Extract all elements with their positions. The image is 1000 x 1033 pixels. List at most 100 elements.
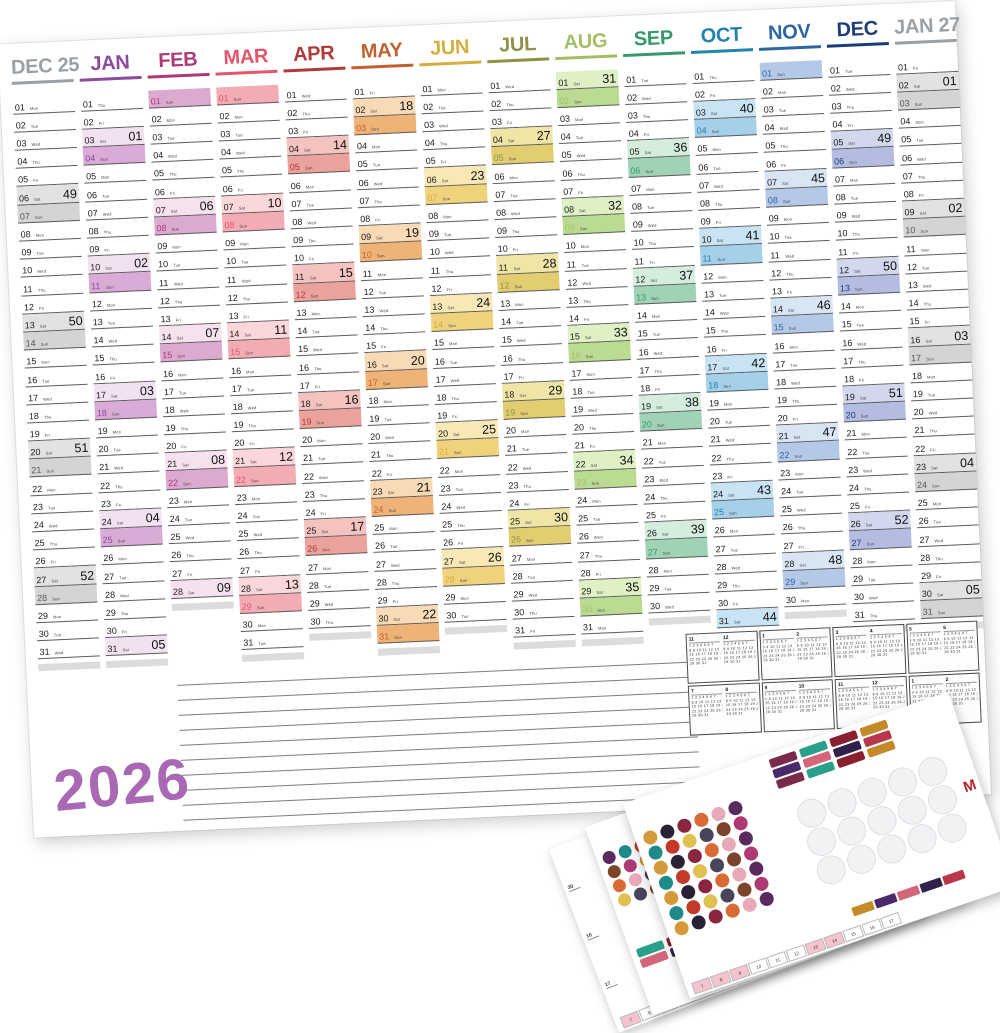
weekday-label: Sat bbox=[99, 138, 107, 144]
blank-round-sticker bbox=[843, 841, 880, 878]
weekday-label: Mon bbox=[166, 117, 176, 123]
weekday-label: Thu bbox=[517, 356, 526, 362]
day-row: 31 Sat 05 bbox=[105, 635, 168, 657]
day-number: 19 bbox=[640, 401, 652, 412]
month-end-bar bbox=[784, 609, 847, 620]
day-number: 28 bbox=[172, 586, 184, 597]
day-number: 18 bbox=[368, 395, 379, 406]
day-number: 28 bbox=[920, 552, 931, 563]
weekday-label: Sun bbox=[645, 168, 654, 174]
day-number: 30 bbox=[106, 625, 117, 637]
day-number: 23 bbox=[780, 467, 791, 479]
weekday-label: Sun bbox=[245, 350, 254, 356]
day-number: 09 bbox=[157, 241, 168, 252]
weekday-label: Thu bbox=[109, 356, 118, 362]
day-number: 10 bbox=[905, 225, 916, 236]
weekday-label: Mon bbox=[526, 556, 536, 562]
weekday-label: Thu bbox=[319, 492, 328, 499]
week-number: 44 bbox=[762, 609, 778, 625]
weekday-label: Sat bbox=[781, 180, 789, 186]
day-number: 22 bbox=[235, 474, 247, 485]
weekday-label: Wed bbox=[54, 650, 64, 656]
day-number: 12 bbox=[703, 270, 714, 282]
weekday-label: Mon bbox=[783, 216, 793, 223]
weekday-label: Mon bbox=[718, 274, 727, 280]
weekday-label: Tue bbox=[461, 613, 469, 620]
day-number: 03 bbox=[84, 135, 95, 146]
weekday-label: Sun bbox=[937, 610, 946, 616]
weekday-label: Wed bbox=[108, 338, 118, 344]
weekday-label: Fri bbox=[578, 189, 584, 196]
weekday-label: Mon bbox=[586, 371, 596, 377]
day-number: 12 bbox=[906, 261, 918, 273]
weekday-label: Sun bbox=[920, 228, 929, 235]
weekday-label: Sat bbox=[33, 196, 41, 202]
day-number: 13 bbox=[771, 286, 783, 297]
weekday-label: Tue bbox=[862, 449, 870, 456]
day-number: 25 bbox=[509, 516, 521, 527]
day-number: 22 bbox=[303, 471, 315, 482]
day-number: 12 bbox=[363, 286, 374, 297]
day-number: 01 bbox=[897, 61, 909, 73]
day-number: 15 bbox=[162, 350, 173, 361]
day-number: 17 bbox=[775, 358, 786, 370]
day-number: 07 bbox=[155, 204, 166, 216]
day-number: 02 bbox=[151, 113, 162, 125]
day-number: 09 bbox=[292, 234, 304, 246]
day-number: 03 bbox=[627, 110, 639, 121]
day-number: 01 bbox=[761, 68, 773, 79]
weekday-label: Thu bbox=[935, 555, 943, 562]
week-number: 43 bbox=[756, 482, 772, 498]
weekday-label: Mon bbox=[520, 428, 530, 435]
week-number: 32 bbox=[607, 198, 623, 213]
weekday-label: Tue bbox=[730, 546, 739, 553]
weekday-label: Mon bbox=[112, 429, 122, 435]
mini-month-days: 29 30 31 bbox=[870, 652, 888, 658]
day-number: 13 bbox=[907, 279, 919, 291]
weekday-label: Thu bbox=[457, 522, 465, 529]
weekday-label: Sat bbox=[931, 465, 938, 471]
weekday-label: Fri bbox=[243, 314, 249, 320]
weekday-label: Mon bbox=[257, 622, 267, 629]
week-number: 50 bbox=[68, 313, 83, 329]
weekday-label: Fri bbox=[392, 598, 399, 605]
month-title: OCT bbox=[700, 23, 743, 48]
weekday-label: Fri bbox=[721, 347, 727, 353]
day-number: 04 bbox=[696, 125, 707, 137]
day-number: 05 bbox=[629, 146, 640, 158]
weekday-label: Wed bbox=[120, 592, 129, 599]
weekday-label: Fri bbox=[104, 247, 110, 253]
week-number: 41 bbox=[745, 228, 760, 244]
weekday-label: Fri bbox=[375, 217, 381, 223]
day-number: 12 bbox=[838, 264, 850, 276]
weekday-label: Fri bbox=[237, 187, 244, 193]
weekday-label: Wed bbox=[731, 565, 741, 571]
day-number: 23 bbox=[236, 492, 248, 503]
weekday-label: Fri bbox=[715, 219, 722, 226]
day-number: 09 bbox=[428, 228, 440, 240]
day-number: 16 bbox=[502, 352, 513, 364]
day-number: 25 bbox=[374, 522, 385, 534]
weekday-label: Thu bbox=[236, 168, 245, 175]
weekday-label: Thu bbox=[923, 301, 932, 307]
weekday-label: Tue bbox=[850, 195, 859, 201]
weekday-label: Tue bbox=[306, 202, 315, 208]
day-number: 30 bbox=[785, 594, 797, 606]
day-number: 29 bbox=[852, 573, 864, 585]
weekday-label: Wed bbox=[647, 222, 657, 229]
day-number: 07 bbox=[427, 192, 438, 203]
weekday-label: Sat bbox=[122, 647, 130, 653]
day-number: 06 bbox=[765, 158, 777, 170]
weekday-label: Mon bbox=[651, 313, 661, 320]
weekday-label: Tue bbox=[53, 632, 62, 638]
weekday-label: Fri bbox=[181, 444, 187, 450]
day-number: 06 bbox=[290, 180, 301, 191]
weekday-label: Wed bbox=[114, 465, 124, 472]
day-number: 10 bbox=[701, 234, 712, 246]
day-number: 05 bbox=[901, 134, 912, 145]
day-number: 30 bbox=[446, 610, 457, 621]
weekday-label: Sun bbox=[40, 341, 49, 347]
weekday-label: Mon bbox=[580, 244, 590, 250]
